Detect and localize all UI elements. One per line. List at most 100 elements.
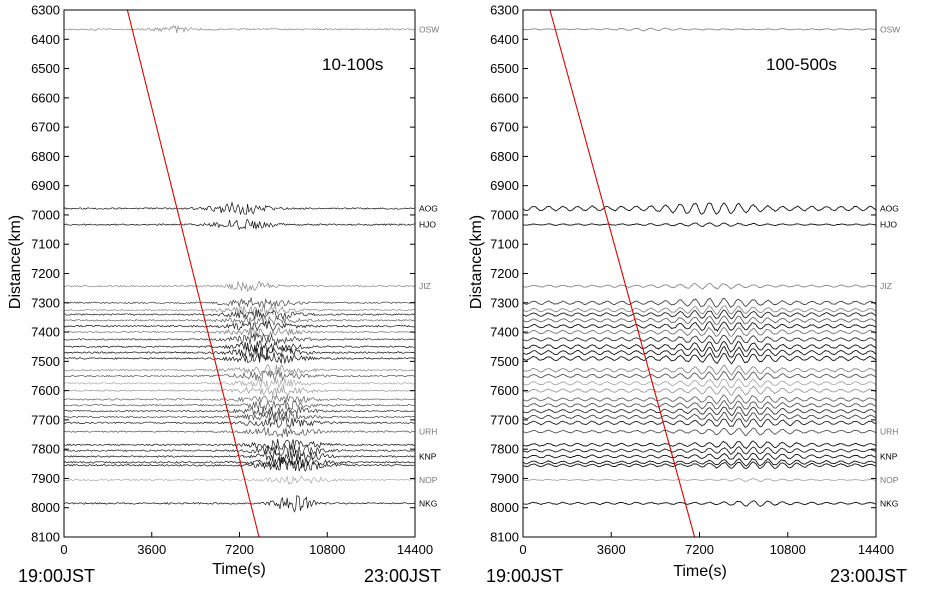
y-tick-label: 7100 (490, 237, 519, 252)
band-label: 10-100s (322, 55, 383, 74)
y-tick-label: 8100 (490, 530, 519, 545)
trace-station-4 (63, 297, 415, 309)
station-label-nkg: NKG (419, 498, 437, 508)
arrival-line (126, 9, 260, 538)
trace-station-7 (63, 314, 415, 327)
trace-osw (522, 27, 876, 32)
trace-station-12 (522, 346, 877, 358)
y-tick-label: 8000 (31, 500, 60, 515)
trace-station-19 (63, 400, 415, 411)
panel-10-100s: 6300 6400 6500 6600 6700 6800 6900 7000 7100 7200… (7, 3, 441, 587)
trace-station-17 (522, 385, 876, 396)
trace-station-22 (63, 417, 415, 429)
station-label-jiz: JIZ (419, 281, 431, 291)
trace-jiz (63, 280, 415, 293)
trace-nop (63, 475, 415, 486)
station-label-jiz: JIZ (880, 281, 892, 291)
trace-station-9 (63, 326, 415, 338)
y-tick-label: 7400 (31, 325, 60, 340)
y-tick-label: 6500 (31, 61, 60, 76)
traces (522, 27, 877, 507)
x-tick-label: 0 (519, 542, 526, 557)
trace-station-5 (522, 305, 877, 315)
trace-hjo (522, 222, 877, 227)
trace-station-14 (522, 364, 877, 376)
trace-station-11 (63, 340, 415, 353)
trace-station-24 (63, 439, 415, 451)
station-label-osw: OSW (880, 24, 900, 34)
trace-station-4 (522, 297, 877, 308)
x-tick-label: 0 (60, 542, 67, 557)
station-labels: OSW AOG HJO JIZ URH KNP NOP NKG (419, 24, 439, 508)
traces (63, 24, 415, 513)
station-label-aog: AOG (880, 204, 899, 214)
trace-station-18 (63, 394, 415, 405)
trace-urh (63, 426, 415, 439)
trace-station-8 (522, 321, 877, 332)
x-tick-label: 7200 (225, 542, 254, 557)
panel-100-500s: 6300 6400 6500 6600 6700 6800 6900 7000 7100 7200… (468, 3, 907, 587)
arrival-line (549, 9, 696, 538)
trace-station-15 (63, 370, 415, 383)
y-tick-label: 6400 (490, 32, 519, 47)
station-labels: OSW AOG HJO JIZ URH KNP NOP NKG (880, 24, 900, 508)
y-tick-label: 6700 (31, 120, 60, 135)
y-tick-label: 7700 (31, 412, 60, 427)
trace-nkg (63, 495, 415, 513)
y-tick-label: 6800 (490, 149, 519, 164)
y-tick-label: 6400 (31, 32, 60, 47)
station-label-knp: KNP (880, 451, 898, 461)
x-tick-label: 10800 (770, 542, 806, 557)
trace-station-28 (522, 461, 877, 470)
trace-station-21 (522, 411, 877, 423)
trace-station-7 (522, 315, 877, 325)
trace-station-24 (522, 440, 877, 450)
trace-station-21 (63, 411, 415, 424)
y-tick-label: 7300 (31, 295, 60, 310)
y-tick-label: 6300 (31, 3, 60, 18)
trace-station-6 (63, 309, 415, 320)
y-tick-label: 7500 (490, 354, 519, 369)
start-time-label: 19:00JST (486, 566, 563, 586)
y-axis-label: Distance(km) (7, 215, 24, 309)
trace-station-22 (522, 418, 877, 428)
y-tick-label: 6600 (31, 90, 60, 105)
y-tick-label: 7400 (490, 325, 519, 340)
y-tick-label: 7900 (31, 471, 60, 486)
trace-station-19 (522, 400, 877, 410)
trace-station-15 (522, 370, 877, 381)
y-tick-label: 7900 (490, 471, 519, 486)
y-tick-label: 7200 (31, 266, 60, 281)
arrival-line-path (126, 9, 260, 538)
trace-station-13 (63, 352, 415, 364)
station-label-osw: OSW (419, 24, 439, 34)
y-tick-label: 8100 (31, 530, 60, 545)
y-tick-label: 6900 (31, 178, 60, 193)
trace-nkg (522, 500, 876, 507)
trace-urh (522, 427, 876, 437)
end-time-label: 23:00JST (364, 566, 441, 586)
y-axis-label: Distance(km) (468, 215, 485, 309)
x-axis-label: Time(s) (673, 563, 727, 580)
trace-station-20 (63, 406, 415, 418)
trace-station-8 (63, 320, 415, 332)
trace-station-5 (63, 304, 415, 316)
x-tick-label: 14400 (858, 542, 894, 557)
station-label-knp: KNP (419, 451, 437, 461)
y-tick-label: 7700 (490, 412, 519, 427)
trace-station-10 (522, 334, 877, 345)
axis-ticks: 6300 6400 6500 6600 6700 6800 6900 7000 7100 7200… (31, 3, 433, 558)
trace-station-25 (522, 446, 876, 455)
trace-knp (522, 452, 876, 461)
station-label-hjo: HJO (880, 220, 897, 230)
x-tick-label: 10800 (309, 542, 345, 557)
trace-station-10 (63, 332, 415, 346)
station-label-nop: NOP (880, 475, 899, 485)
end-time-label: 23:00JST (830, 566, 907, 586)
x-tick-label: 3600 (137, 542, 166, 557)
trace-station-25 (63, 443, 415, 458)
trace-station-16 (63, 377, 415, 389)
trace-hjo (63, 218, 415, 231)
trace-station-20 (522, 406, 876, 417)
